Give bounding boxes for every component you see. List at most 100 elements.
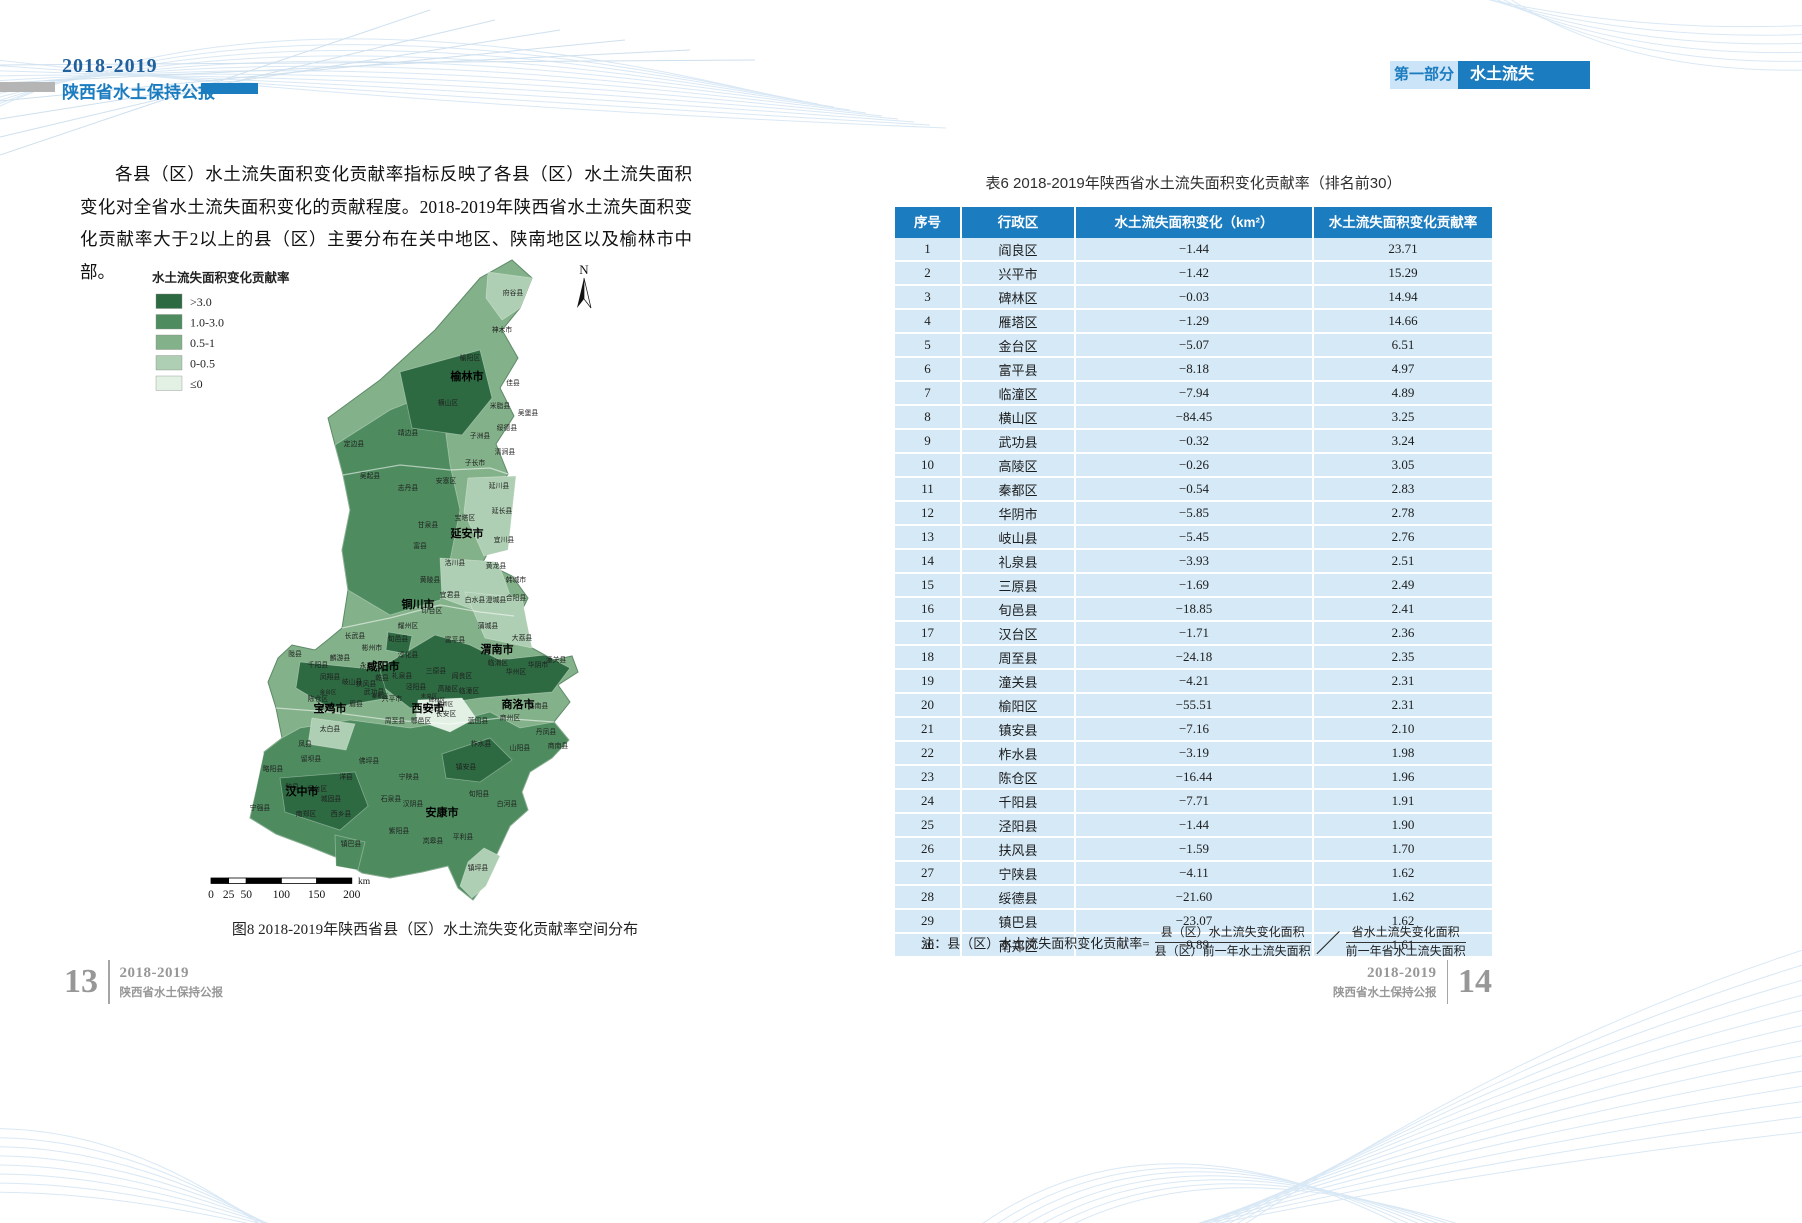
table-cell: 4.97 [1313, 357, 1492, 382]
city-label: 咸阳市 [367, 659, 400, 673]
county-label: 榆阳区 [460, 353, 481, 362]
table-cell: 14 [895, 549, 962, 574]
county-label: 麟游县 [330, 653, 351, 662]
county-label: 黄陵县 [420, 575, 441, 584]
decorative-curve [1042, 1179, 1439, 1223]
county-label: 临潼区 [459, 686, 480, 695]
header-gray-bar [0, 82, 55, 92]
table-cell: 1.62 [1313, 909, 1492, 934]
table-cell: −8.18 [1075, 357, 1314, 382]
table-cell: 扶风县 [961, 837, 1076, 862]
decorative-curve [1058, 1183, 1448, 1223]
footer-divider [1446, 960, 1448, 1004]
county-label: 岐山县 [342, 677, 363, 686]
footnote-prefix: 注：县（区）水土流失面积变化贡献率= [921, 935, 1150, 951]
table-cell: 陈仓区 [961, 765, 1076, 790]
table-row: 25 泾阳县 −1.44 1.90 [895, 813, 1492, 838]
county-label: 兴平市 [382, 694, 403, 703]
county-label: 勉县 [285, 782, 299, 791]
north-arrow: N [577, 262, 592, 309]
table-cell: −9.89 [1075, 933, 1314, 958]
county-label: 渭滨区 [319, 703, 336, 711]
county-label: 眉县 [349, 700, 363, 708]
county-label: 陈仓区 [308, 694, 329, 703]
county-label: 佛坪县 [359, 756, 380, 765]
county-label: 柞水县 [471, 739, 492, 748]
county-label: 凤翔县 [320, 672, 341, 681]
table-cell: 岐山县 [961, 525, 1076, 550]
table-cell: 18 [895, 645, 962, 670]
table-row: 21 镇安县 −7.16 2.10 [895, 717, 1492, 742]
decorative-curve [1510, 0, 1802, 71]
county-label: 秦都区 [372, 692, 389, 700]
decorative-curve [1229, 979, 1802, 1223]
county-label: 子长市 [465, 458, 486, 467]
legend-label: 0.5-1 [190, 336, 215, 350]
decorative-curve [1503, 0, 1802, 62]
body-paragraph: 各县（区）水土流失面积变化贡献率指标反映了各县（区）水土流失面积变化对全省水土流… [80, 164, 692, 282]
table-cell: 秦都区 [961, 477, 1076, 502]
county-label: 旬阳县 [469, 789, 490, 798]
map-legend: 水土流失面积变化贡献率 >3.0 1.0-3.0 0.5-1 0-0.5 ≤0 [152, 270, 290, 391]
county-label: 潼关县 [546, 655, 567, 664]
table-cell: 3.24 [1313, 429, 1492, 454]
table-row: 18 周至县 −24.18 2.35 [895, 645, 1492, 670]
right-page-footer: 2018-2019 陕西省水土保持公报 14 [1333, 960, 1492, 1004]
table-cell: 10 [895, 453, 962, 478]
table-cell: 1.98 [1313, 741, 1492, 766]
table-cell: −23.07 [1075, 909, 1314, 934]
county-label: 礼泉县 [392, 671, 413, 680]
decorative-curve [0, 1128, 260, 1223]
county-label: 合阳县 [506, 593, 527, 602]
city-label: 铜川市 [401, 597, 435, 611]
table-cell: 1.61 [1313, 933, 1492, 958]
county-label: 金台区 [320, 688, 337, 696]
table-cell: 华阴市 [961, 501, 1076, 526]
county-label: 紫阳县 [389, 826, 410, 835]
county-label: 华阴市 [528, 660, 549, 669]
city-boundary-lines [275, 464, 555, 725]
table-cell: −24.18 [1075, 645, 1314, 670]
table-row: 12 华阴市 −5.85 2.78 [895, 501, 1492, 526]
county-label: 宁强县 [250, 803, 271, 812]
decorative-curve [1206, 1116, 1802, 1223]
map-region [485, 271, 533, 321]
table-cell: −4.21 [1075, 669, 1314, 694]
county-label: 彬州市 [362, 643, 383, 652]
table-cell: 柞水县 [961, 741, 1076, 766]
table-cell: 2.83 [1313, 477, 1492, 502]
county-label: 周至县 [385, 717, 406, 725]
county-label: 略阳县 [263, 764, 284, 773]
table-cell: 2 [895, 261, 962, 286]
page-number: 14 [1458, 963, 1492, 1000]
decorative-curve [1217, 1131, 1802, 1223]
table-cell: 15 [895, 573, 962, 598]
table-cell: 16 [895, 597, 962, 622]
table-cell: 28 [895, 885, 962, 910]
table-row: 11 秦都区 −0.54 2.83 [895, 477, 1492, 502]
table-cell: 7 [895, 381, 962, 406]
table-cell: 4.89 [1313, 381, 1492, 406]
county-label: 洛川县 [445, 558, 466, 567]
decorative-curve [1200, 1101, 1802, 1223]
map-region [385, 631, 413, 655]
scalebar-unit: km [358, 877, 371, 887]
map-region [307, 717, 356, 751]
map-region [399, 349, 493, 436]
table-cell: 阎良区 [961, 238, 1076, 262]
table-cell: 金台区 [961, 333, 1076, 358]
table-cell: 2.36 [1313, 621, 1492, 646]
table-cell: 潼关县 [961, 669, 1076, 694]
county-label: 镇坪县 [468, 863, 489, 872]
county-label: 澄城县 [486, 595, 507, 604]
table-row: 26 扶风县 −1.59 1.70 [895, 837, 1492, 862]
decorative-curve [1074, 1187, 1457, 1223]
legend-label: 0-0.5 [190, 357, 215, 371]
footer-title: 陕西省水土保持公报 [1333, 986, 1437, 999]
county-label: 志丹县 [398, 483, 419, 492]
table-row: 5 金台区 −5.07 6.51 [895, 333, 1492, 358]
column-header: 水土流失面积变化（km²） [1075, 207, 1314, 238]
footer-year: 2018-2019 [1367, 964, 1437, 981]
table-cell: −4.11 [1075, 861, 1314, 886]
